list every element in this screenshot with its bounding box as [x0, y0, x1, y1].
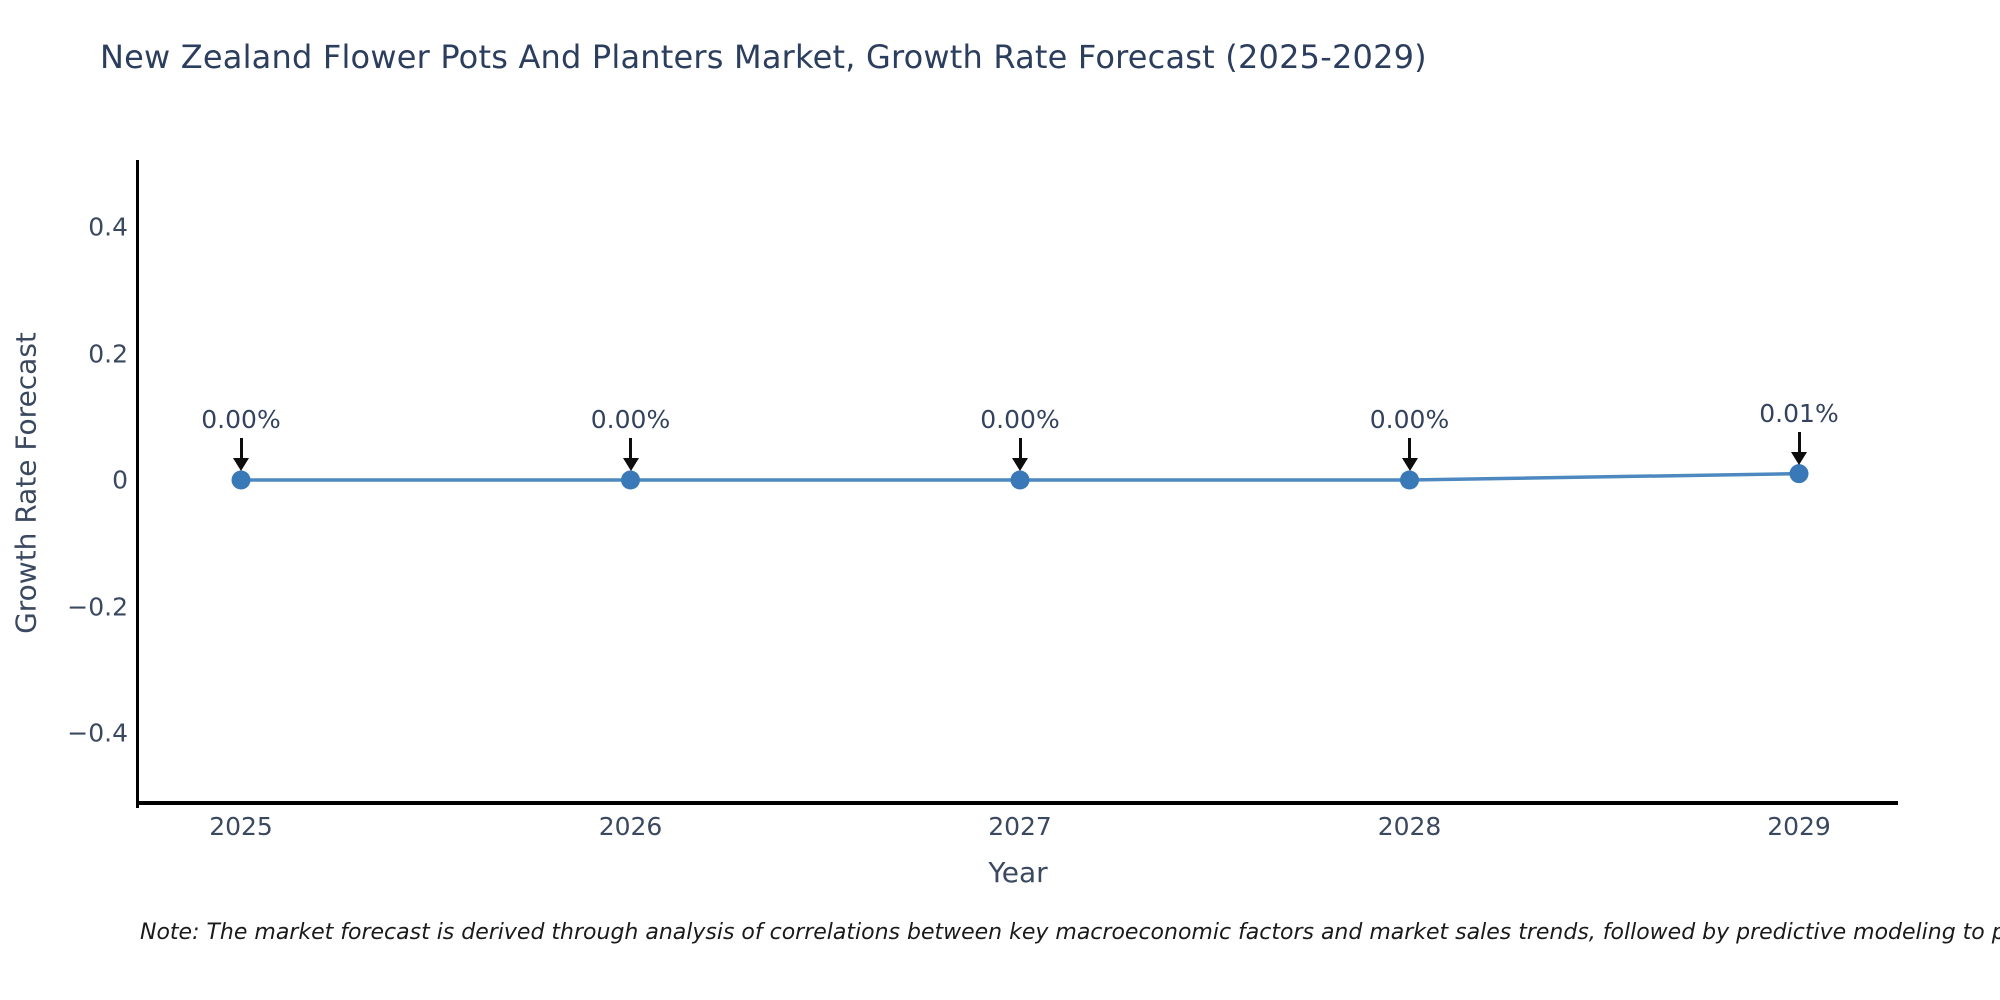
chart-title: New Zealand Flower Pots And Planters Mar… — [100, 38, 1427, 76]
annotation-arrow-shaft — [1018, 438, 1022, 460]
x-tick-label: 2029 — [1767, 812, 1831, 841]
y-axis-line — [136, 160, 139, 808]
x-axis-line — [136, 801, 1898, 805]
annotation-arrow-head — [1012, 458, 1028, 471]
annotation-arrow-shaft — [1408, 438, 1411, 460]
data-point-label: 0.01% — [1759, 398, 1839, 428]
annotation-arrow-head — [1791, 451, 1807, 465]
x-tick-label: 2027 — [988, 812, 1052, 841]
data-point-label: 0.00% — [980, 405, 1060, 434]
data-point-label: 0.00% — [1369, 405, 1450, 434]
annotation-arrow-head — [1401, 458, 1418, 471]
y-tick-label: 0 — [112, 465, 128, 495]
footnote: Note: The market forecast is derived thr… — [140, 920, 2000, 945]
annotation-arrow-shaft — [1797, 431, 1801, 454]
y-tick-label: 0.2 — [88, 339, 128, 368]
annotation-arrow-head — [622, 458, 639, 471]
data-point-marker — [231, 470, 251, 490]
data-point-label: 0.00% — [201, 405, 281, 434]
data-point-marker — [621, 470, 640, 490]
x-axis-title: Year — [988, 856, 1048, 889]
y-tick-label: −0.4 — [67, 718, 128, 748]
data-point-marker — [1010, 470, 1030, 490]
data-point-label: 0.00% — [590, 405, 671, 434]
annotation-arrow-shaft — [239, 438, 243, 460]
data-point-marker — [1400, 470, 1419, 490]
annotation-arrow-head — [233, 458, 249, 471]
y-tick-label: −0.2 — [67, 592, 128, 621]
x-tick-label: 2026 — [598, 812, 663, 841]
annotation-arrow-shaft — [629, 438, 632, 460]
x-tick-label: 2028 — [1377, 812, 1442, 841]
y-tick-label: 0.4 — [88, 212, 128, 242]
x-tick-label: 2025 — [209, 812, 273, 841]
data-point-marker — [1789, 464, 1809, 484]
